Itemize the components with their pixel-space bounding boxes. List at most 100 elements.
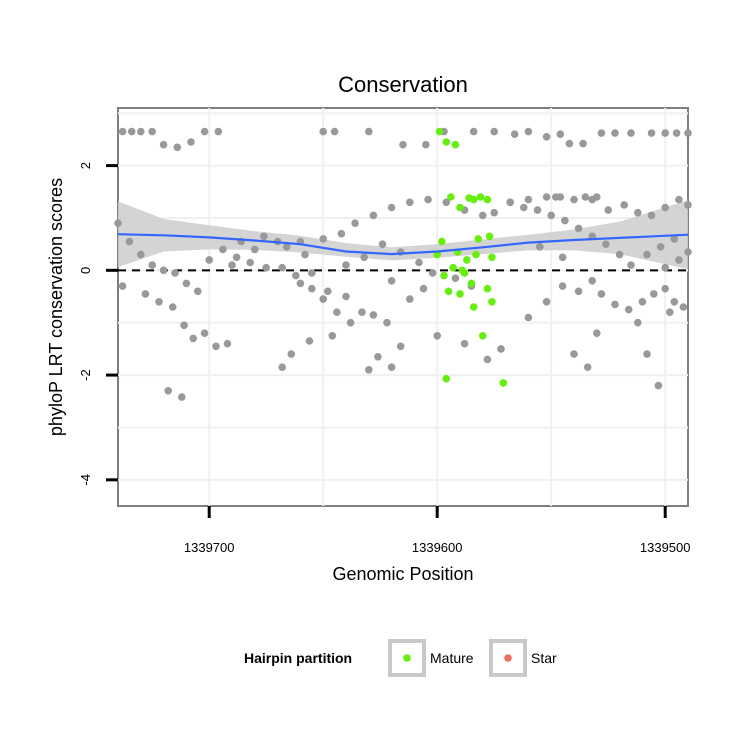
point-other xyxy=(442,198,451,207)
point-other xyxy=(684,201,692,209)
point-other xyxy=(638,298,647,306)
point-other xyxy=(520,203,528,212)
chart-title: Conservation xyxy=(338,72,468,97)
point-other xyxy=(602,240,610,248)
point-other xyxy=(125,237,134,246)
point-other xyxy=(137,250,145,259)
x-tick-label: 1339500 xyxy=(640,540,691,555)
point-other xyxy=(469,127,478,136)
point-other xyxy=(178,393,186,401)
point-other xyxy=(387,277,396,285)
point-other xyxy=(358,308,366,317)
point-other xyxy=(672,129,681,137)
point-other xyxy=(524,127,533,136)
point-other xyxy=(424,195,432,204)
point-other xyxy=(588,277,596,285)
point-other xyxy=(387,203,396,212)
point-other xyxy=(319,127,328,136)
point-other xyxy=(597,290,606,298)
smooth-line xyxy=(117,233,689,256)
point-other xyxy=(597,129,606,137)
legend-key-mature xyxy=(388,639,426,677)
point-other xyxy=(679,303,688,311)
legend-swatch-star xyxy=(504,654,512,662)
point-other xyxy=(337,229,346,238)
point-other xyxy=(593,329,601,338)
point-other xyxy=(182,279,191,288)
point-other xyxy=(490,127,499,136)
point-other xyxy=(287,350,296,358)
point-mature xyxy=(485,232,494,241)
point-mature xyxy=(449,263,458,272)
point-other xyxy=(650,290,658,298)
legend-title: Hairpin partition xyxy=(244,650,352,666)
point-other xyxy=(433,332,442,340)
point-other xyxy=(378,240,387,248)
point-other xyxy=(173,143,182,152)
point-mature xyxy=(488,298,496,306)
point-other xyxy=(164,387,172,395)
point-other xyxy=(330,127,339,136)
point-other xyxy=(666,308,674,317)
x-tick-label: 1339700 xyxy=(184,540,235,555)
y-tick-label: -4 xyxy=(78,474,93,486)
point-other xyxy=(533,206,542,214)
point-other xyxy=(574,224,583,233)
point-other xyxy=(396,342,405,351)
point-mature xyxy=(451,140,460,149)
point-other xyxy=(506,198,514,207)
point-other xyxy=(308,269,316,277)
point-other xyxy=(127,127,136,136)
point-other xyxy=(342,261,350,269)
point-other xyxy=(661,263,669,272)
point-other xyxy=(319,235,328,243)
point-other xyxy=(148,127,156,136)
point-other xyxy=(148,261,156,269)
point-other xyxy=(670,235,679,243)
point-other xyxy=(422,140,430,149)
point-other xyxy=(214,127,223,136)
point-other xyxy=(579,139,587,148)
point-mature xyxy=(499,379,508,387)
point-other xyxy=(351,219,359,227)
point-other xyxy=(524,313,533,322)
point-other xyxy=(155,298,163,306)
point-other xyxy=(189,334,197,343)
point-other xyxy=(490,208,499,217)
point-other xyxy=(419,284,428,293)
point-other xyxy=(627,129,635,137)
point-other xyxy=(296,279,305,288)
point-other xyxy=(661,129,669,137)
ribbon-area xyxy=(118,200,688,270)
y-tick-label: 2 xyxy=(78,162,93,169)
axes: 1339700 1339600 1339500 -4 -2 0 2 xyxy=(78,162,691,555)
point-other xyxy=(581,193,590,201)
point-other xyxy=(232,253,241,262)
point-other xyxy=(200,329,209,338)
point-other xyxy=(369,211,378,220)
point-mature xyxy=(458,266,467,275)
point-other xyxy=(542,193,551,201)
point-other xyxy=(656,243,665,251)
point-other xyxy=(661,203,669,212)
point-other xyxy=(305,337,314,345)
legend-label-mature: Mature xyxy=(430,650,474,666)
point-mature xyxy=(456,203,464,212)
point-other xyxy=(415,258,423,267)
point-other xyxy=(624,305,633,314)
point-other xyxy=(565,139,574,148)
point-other xyxy=(556,130,565,138)
x-axis-label: Genomic Position xyxy=(332,564,473,584)
point-other xyxy=(670,298,679,306)
point-other xyxy=(611,300,619,309)
point-other xyxy=(542,298,551,306)
point-other xyxy=(159,266,168,275)
point-other xyxy=(647,129,656,137)
point-other xyxy=(180,321,188,330)
point-other xyxy=(168,303,177,311)
point-other xyxy=(684,248,692,256)
point-mature xyxy=(467,279,476,288)
point-other xyxy=(542,133,551,141)
point-other xyxy=(333,308,341,317)
point-other xyxy=(406,295,414,303)
